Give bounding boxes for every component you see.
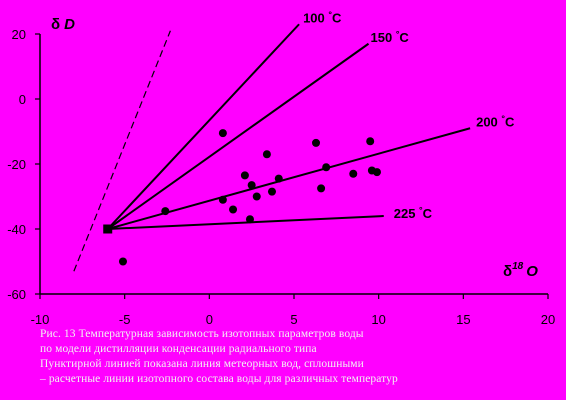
temperature-label-degree: ° [419, 205, 423, 215]
figure-caption: Рис. 13 Температурная зависимость изотоп… [40, 327, 560, 387]
data-point [317, 184, 326, 193]
x-axis-label-superscript: 18 [512, 261, 524, 272]
temperature-line-150 [107, 42, 370, 230]
meteoric-water-line [73, 30, 171, 272]
temperature-label-100: 100 °C [303, 9, 342, 25]
temperature-line-100 [107, 23, 300, 230]
x-axis-label-letter: O [526, 263, 538, 280]
temperature-label-225: 225 °C [394, 205, 433, 221]
y-tick-label: 20 [12, 27, 26, 42]
data-point [118, 257, 127, 266]
data-point [262, 150, 271, 159]
data-point [229, 205, 238, 214]
temperature-label-200: 200 °C [476, 113, 515, 129]
temperature-label-degree: ° [328, 9, 332, 19]
temperature-label-unit: C [332, 10, 342, 25]
temperature-label-value: 200 [476, 114, 501, 129]
x-tick-label: 20 [541, 312, 555, 327]
data-point [218, 195, 227, 204]
data-point [274, 174, 283, 183]
x-tick-label: 0 [206, 312, 213, 327]
data-point [366, 137, 375, 146]
data-point [349, 169, 358, 178]
x-tick-group: -10 -5 0 5 10 15 20 [31, 294, 555, 327]
temperature-label-150: 150 °C [371, 29, 410, 45]
caption-line-4: – расчетные линии изотопного состава вод… [40, 373, 398, 385]
data-point [218, 129, 227, 138]
temperature-label-degree: ° [396, 29, 400, 39]
data-point [252, 192, 261, 201]
y-tick-label: -20 [7, 157, 26, 172]
data-point [247, 181, 256, 190]
y-axis-label-letter: D [64, 16, 75, 33]
data-point [161, 207, 170, 216]
y-tick-label: -40 [7, 222, 26, 237]
caption-line-3: Пунктирной линией показана линия метеорн… [40, 358, 364, 370]
x-axis-label: δ18 O [503, 261, 538, 280]
data-point [322, 163, 331, 172]
temperature-label-unit: C [505, 114, 515, 129]
x-tick-label: 15 [456, 312, 470, 327]
data-point [245, 215, 254, 224]
x-tick-label: -10 [31, 312, 50, 327]
data-points [103, 129, 381, 266]
data-point [240, 171, 249, 180]
y-tick-group: 20 0 -20 -40 -60 [7, 27, 40, 302]
caption-line-1: Рис. 13 Температурная зависимость изотоп… [40, 328, 364, 340]
y-tick-label: -60 [7, 287, 26, 302]
y-axis-label-greek: δ [51, 16, 60, 33]
temperature-label-value: 225 [394, 206, 419, 221]
x-axis-label-greek: δ [503, 263, 512, 280]
x-tick-label: -5 [119, 312, 131, 327]
caption-line-2: по модели дистилляции конденсации радиал… [40, 343, 317, 355]
data-point [267, 187, 276, 196]
temperature-label-degree: ° [501, 113, 505, 123]
data-point [372, 168, 381, 177]
temperature-lines [73, 23, 471, 272]
temperature-label-unit: C [399, 30, 409, 45]
x-tick-label: 5 [290, 312, 297, 327]
temperature-label-value: 150 [371, 30, 396, 45]
y-tick-label: 0 [19, 92, 26, 107]
temperature-line-225 [107, 215, 384, 230]
temperature-label-unit: C [423, 206, 433, 221]
origin-marker [103, 224, 113, 234]
x-tick-label: 10 [371, 312, 385, 327]
data-point [312, 138, 321, 147]
temperature-label-value: 100 [303, 10, 328, 25]
axes [39, 34, 548, 295]
